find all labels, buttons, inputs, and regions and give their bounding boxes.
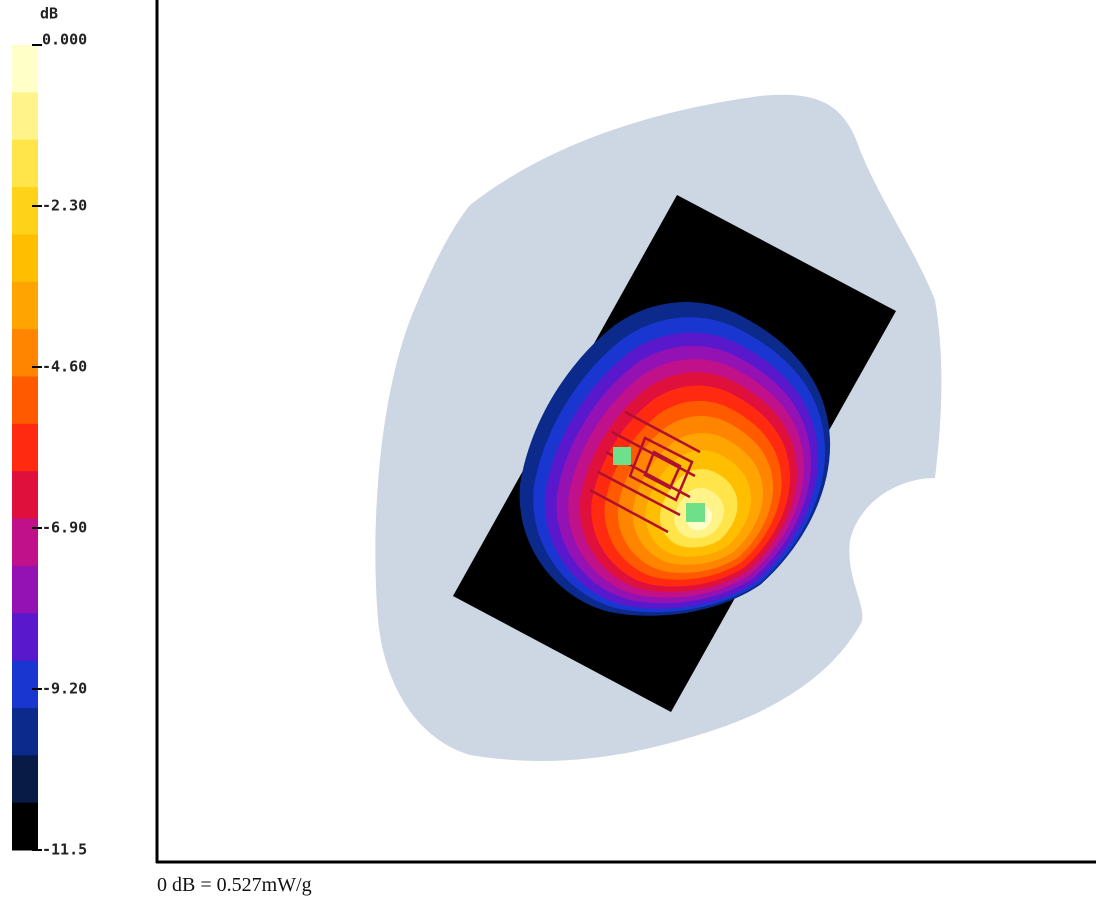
colorbar-band	[12, 281, 38, 330]
colorbar-unit: dB	[40, 5, 58, 23]
colorbar-tick-label: -9.20	[42, 680, 87, 698]
colorbar-band	[12, 613, 38, 662]
colorbar-tick-label: -6.90	[42, 519, 87, 537]
colorbar-band	[12, 755, 38, 804]
probe-marker	[686, 503, 705, 522]
colorbar-band	[12, 187, 38, 235]
colorbar-band	[12, 660, 38, 709]
colorbar-band	[12, 423, 38, 472]
colorbar-band	[12, 329, 38, 377]
colorbar-band	[12, 139, 38, 188]
colorbar-tick-label: -11.5	[42, 841, 87, 859]
colorbar-tick-label: 0.000	[42, 31, 87, 49]
colorbar-band	[12, 802, 38, 851]
colorbar-band	[12, 376, 38, 425]
plot-area	[155, 0, 1096, 864]
probe-marker	[613, 447, 631, 465]
antenna-outline	[589, 410, 701, 534]
colorbar-band	[12, 92, 38, 141]
colorbar-tick-label: -4.60	[42, 358, 87, 376]
colorbar-band	[12, 234, 38, 283]
colorbar-band	[12, 471, 38, 520]
colorbar-band	[12, 707, 38, 756]
colorbar-tick-label: -2.30	[42, 197, 87, 215]
colorbar-band	[12, 45, 38, 93]
colorbar-band	[12, 518, 38, 567]
colorbar: 0.000 -2.30 -4.60 -6.90 -9.20 -11.5	[12, 31, 87, 859]
colorbar-band	[12, 565, 38, 614]
footer-note: 0 dB = 0.527mW/g	[157, 874, 312, 896]
